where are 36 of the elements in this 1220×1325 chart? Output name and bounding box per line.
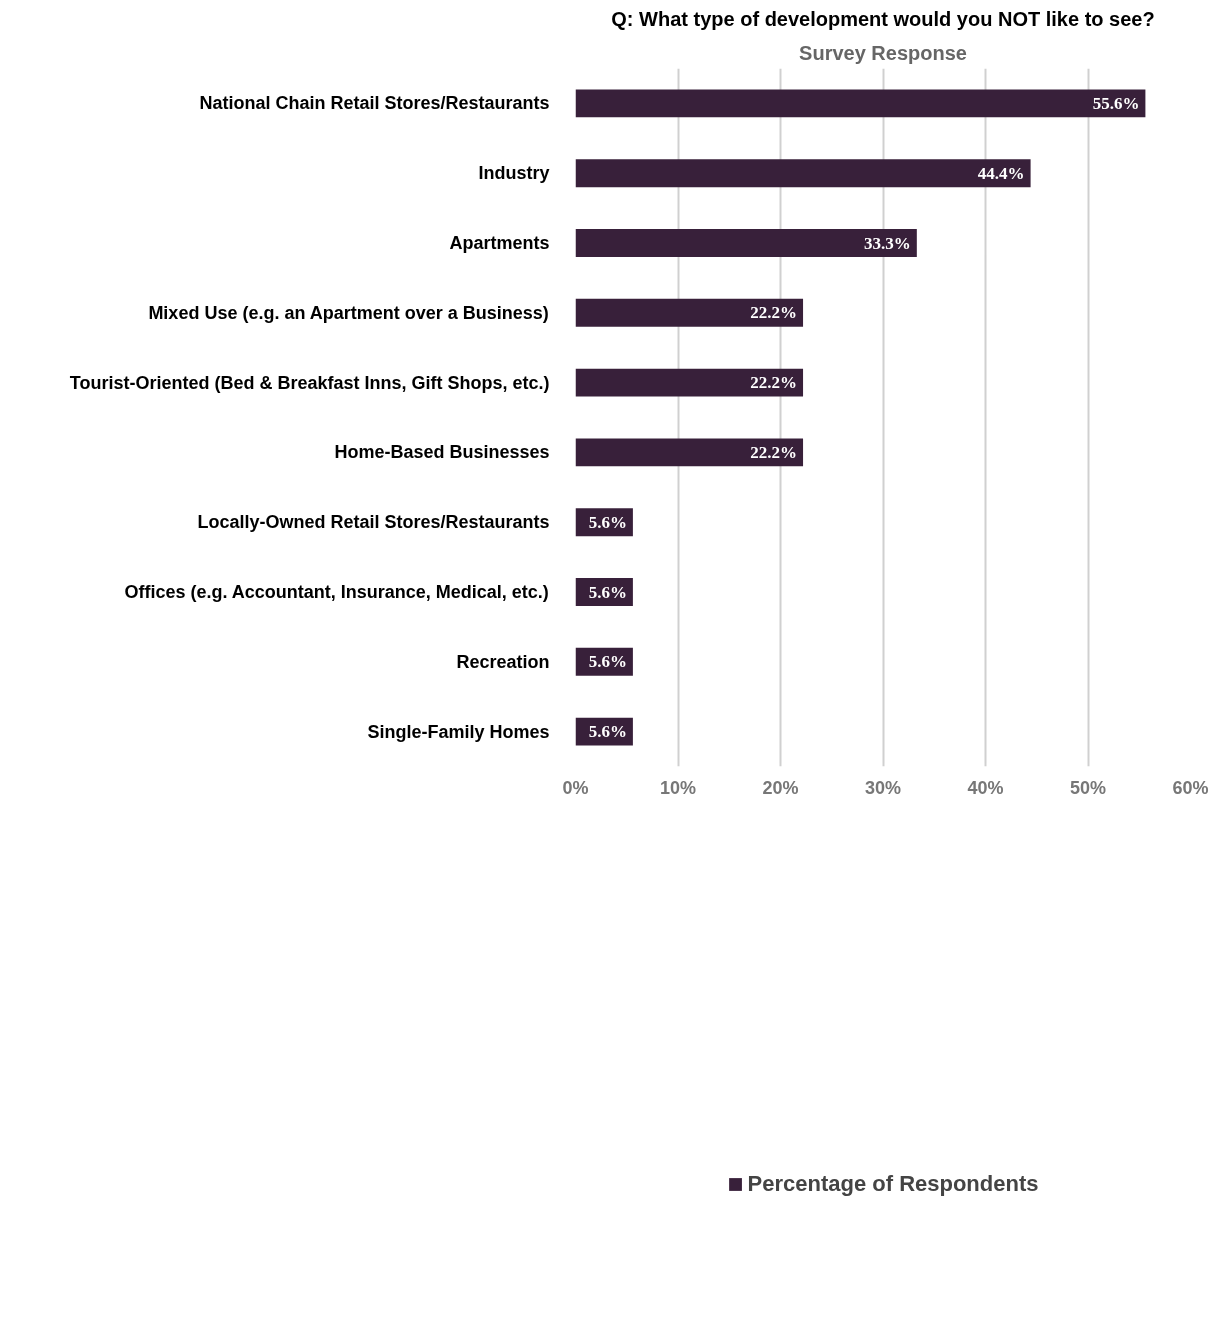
chart-subtitle: Survey Response [799, 41, 967, 64]
y-tick-label: Home-Based Businesses [334, 442, 550, 463]
x-tick-label: 40% [967, 777, 1004, 798]
y-tick-label: Locally-Owned Retail Stores/Restaurants [197, 512, 550, 533]
bar [575, 298, 804, 327]
data-label: 5.6% [588, 652, 627, 672]
data-label: 5.6% [588, 722, 627, 742]
x-tick-label: 30% [864, 777, 902, 798]
data-label: 22.2% [750, 442, 798, 462]
x-tick-label: 10% [659, 777, 697, 798]
data-label: 5.6% [588, 512, 627, 532]
y-tick-label: Mixed Use (e.g. an Apartment over a Business) [148, 302, 549, 323]
y-tick-label: National Chain Retail Stores/Restaurants [199, 93, 550, 114]
x-tick-label: 50% [1069, 777, 1107, 798]
data-label: 5.6% [588, 582, 627, 602]
y-tick-label: Tourist-Oriented (Bed & Breakfast Inns, Gift Shops, etc.) [69, 372, 550, 393]
data-label: 55.6% [1092, 93, 1140, 113]
y-tick-label: Offices (e.g. Accountant, Insurance, Medical, etc.) [124, 582, 549, 602]
data-label: 22.2% [750, 373, 798, 393]
chart-title: Q: What type of development would you NOT like to see? [611, 7, 1155, 30]
bar [575, 89, 1146, 118]
y-tick-label: Apartments [449, 233, 550, 253]
bar [575, 438, 804, 467]
x-tick-label: 20% [762, 777, 799, 798]
legend-label: Percentage of Respondents [747, 1170, 1039, 1197]
bar [575, 368, 804, 397]
data-label: 44.4% [977, 163, 1025, 183]
data-label: 22.2% [750, 303, 798, 323]
bar [575, 159, 1031, 188]
x-tick-label: 0% [562, 777, 589, 798]
data-label: 33.3% [864, 233, 911, 253]
y-tick-label: Industry [478, 163, 550, 184]
x-tick-label: 60% [1172, 777, 1209, 798]
y-tick-label: Recreation [456, 651, 550, 672]
y-tick-label: Single-Family Homes [367, 721, 550, 742]
bar [575, 229, 917, 257]
